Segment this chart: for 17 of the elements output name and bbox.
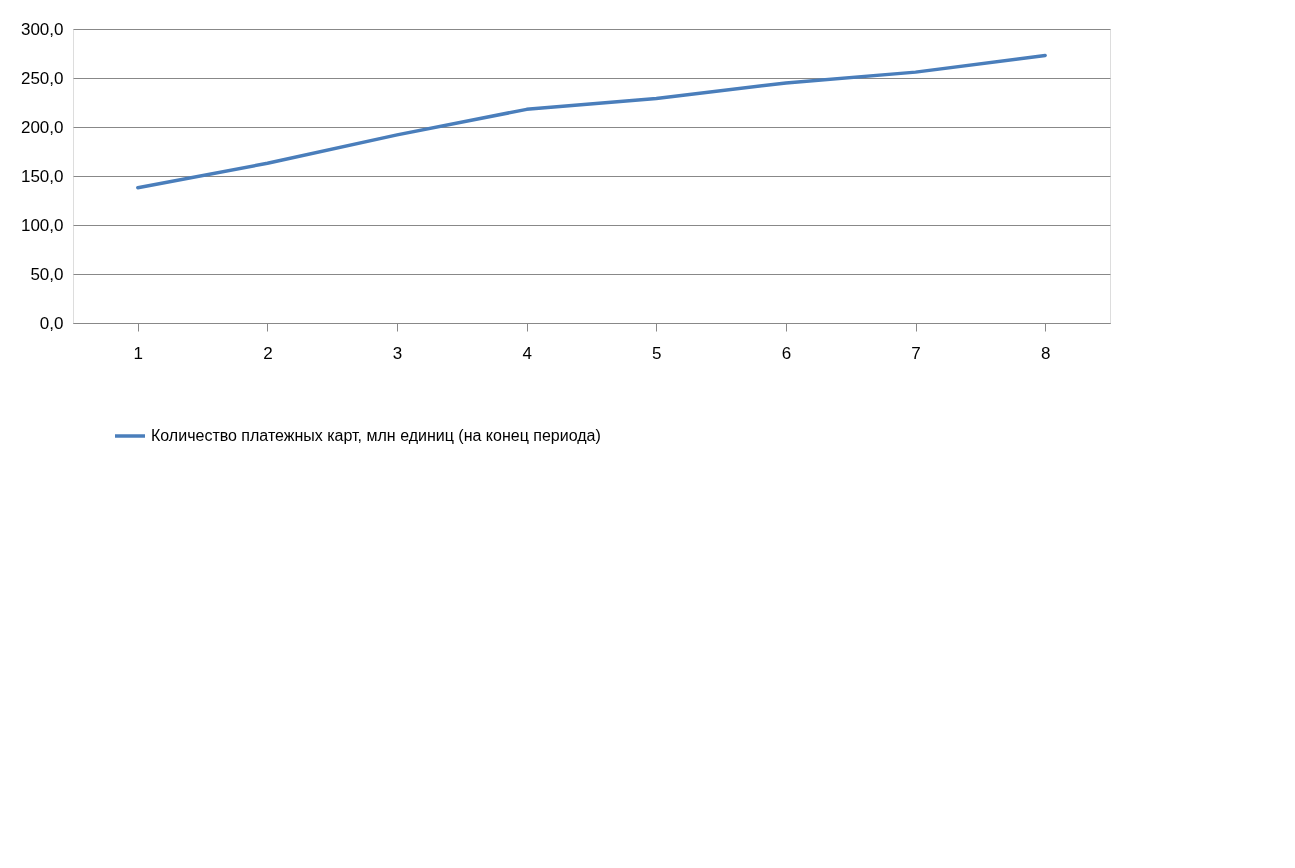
y-tick-label: 100,0 (20, 215, 64, 235)
x-tick-label: 8 (1040, 343, 1051, 363)
x-tick-label: 5 (652, 343, 662, 363)
x-tick-label: 6 (781, 343, 792, 363)
x-tick-label: 3 (392, 343, 403, 363)
y-tick-label: 300,0 (20, 19, 64, 39)
y-tick-label: 150,0 (20, 166, 64, 186)
x-tick-label: 2 (263, 343, 273, 363)
y-tick-label: 250,0 (20, 68, 64, 88)
x-tick-label: 4 (522, 343, 532, 363)
y-tick-label: 50,0 (30, 264, 64, 284)
legend-label: Количество платежных карт, млн единиц (на конец периода) (151, 427, 601, 444)
x-tick-label: 7 (911, 343, 921, 363)
y-tick-label: 200,0 (20, 117, 64, 137)
x-tick-label: 1 (133, 343, 144, 363)
line-series (136, 53, 1047, 190)
y-tick-label: 0,0 (39, 313, 64, 333)
